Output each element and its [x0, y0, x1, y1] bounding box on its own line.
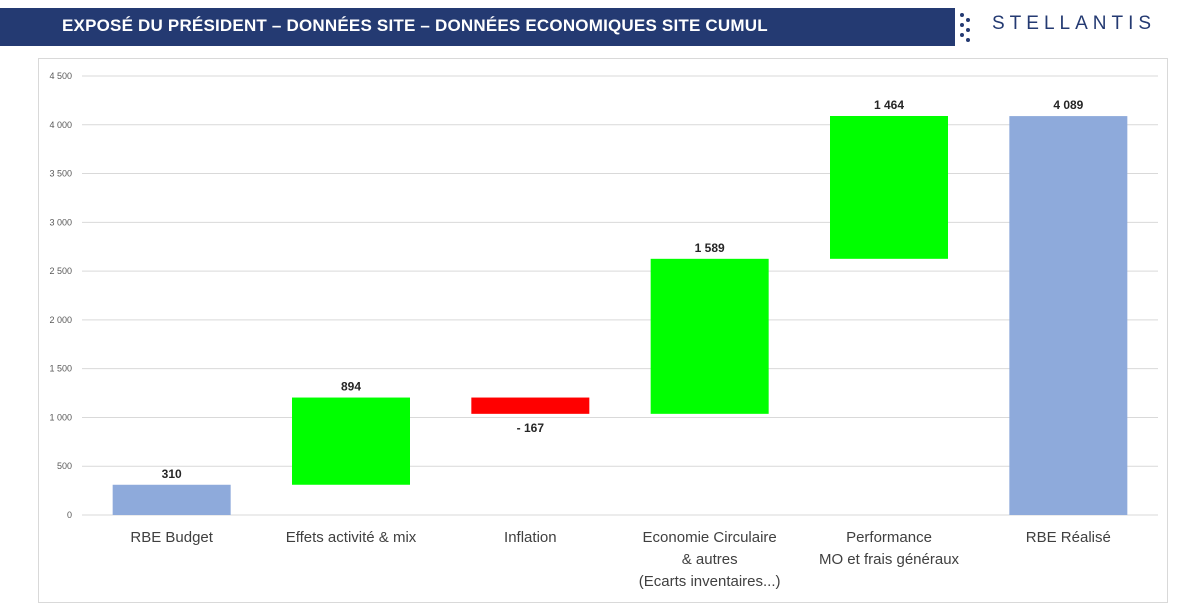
y-tick-label: 3 000 [49, 217, 72, 227]
bar-increase [830, 115, 948, 259]
y-tick-label: 2 500 [49, 266, 72, 276]
data-label: 4 089 [1053, 98, 1083, 112]
bar-total [112, 484, 231, 515]
category-label: Economie Circulaire [643, 529, 777, 546]
y-tick-label: 4 000 [49, 120, 72, 130]
stellantis-logo: STELLANTIS [992, 13, 1157, 34]
y-tick-label: 500 [57, 461, 72, 471]
y-tick-label: 2 000 [49, 315, 72, 325]
category-label: Performance [846, 529, 932, 546]
data-label: 894 [341, 380, 361, 394]
vertical-dots-icon [960, 13, 970, 42]
header-bar: EXPOSÉ DU PRÉSIDENT – DONNÉES SITE – DON… [0, 8, 955, 46]
chart-frame [38, 58, 1168, 603]
category-label: & autres [682, 551, 738, 568]
y-tick-label: 1 500 [49, 364, 72, 374]
bar-increase [292, 397, 410, 485]
y-tick-label: 4 500 [49, 71, 72, 81]
page-title: EXPOSÉ DU PRÉSIDENT – DONNÉES SITE – DON… [62, 16, 768, 35]
category-label: RBE Budget [130, 529, 213, 546]
category-label: (Ecarts inventaires...) [639, 573, 781, 590]
data-label: 1 464 [874, 98, 904, 112]
category-label: RBE Réalisé [1026, 529, 1111, 546]
data-label: 1 589 [695, 241, 725, 255]
category-label: MO et frais généraux [819, 551, 960, 568]
data-label: - 167 [517, 421, 545, 435]
data-label: 310 [162, 467, 182, 481]
y-tick-label: 1 000 [49, 412, 72, 422]
category-label: Effets activité & mix [286, 529, 417, 546]
category-label: Inflation [504, 529, 557, 546]
bar-increase [650, 258, 769, 414]
bar-decrease [471, 397, 590, 414]
bar-total [1009, 116, 1128, 515]
y-tick-label: 3 500 [49, 169, 72, 179]
y-tick-label: 0 [67, 510, 72, 520]
